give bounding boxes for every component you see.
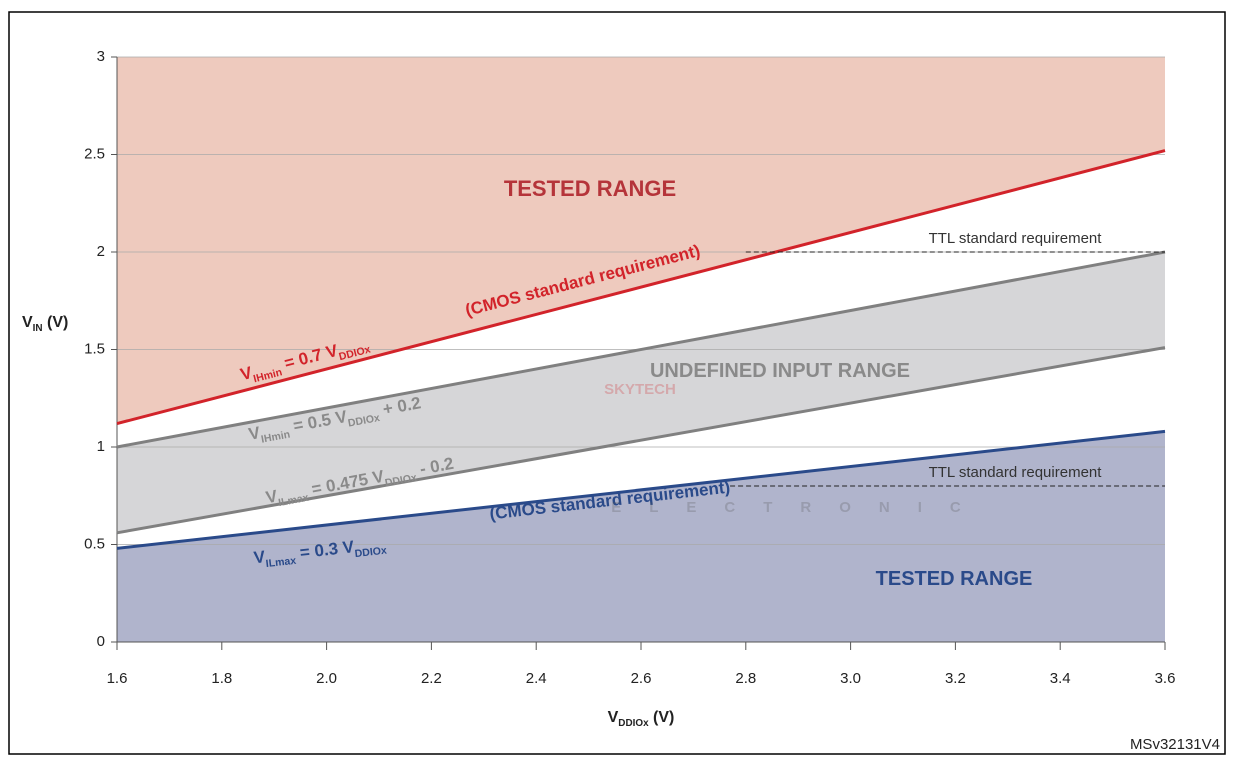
x-tick-label: 2.4 bbox=[526, 670, 547, 687]
y-tick-label: 1.5 bbox=[84, 340, 105, 357]
x-tick-label: 2.8 bbox=[735, 670, 756, 687]
watermark: ELECTRONIC bbox=[611, 499, 989, 516]
footnote: MSv32131V4 bbox=[1130, 736, 1220, 753]
annotation-part: V bbox=[247, 423, 262, 444]
x-tick-label: 2.0 bbox=[316, 670, 337, 687]
x-tick-label: 1.8 bbox=[211, 670, 232, 687]
line bbox=[116, 429, 1166, 550]
x-axis-label-part: V bbox=[608, 709, 619, 726]
y-tick-label: 2.5 bbox=[84, 145, 105, 162]
frame bbox=[8, 11, 1226, 755]
x-axis-label: VDDIOx (V) bbox=[608, 709, 675, 729]
annotation-part: DDIOx bbox=[347, 412, 381, 430]
annotation-part: TESTED RANGE bbox=[876, 568, 1033, 590]
x-axis-label-part: (V) bbox=[649, 709, 675, 726]
x-tick-label: 2.2 bbox=[421, 670, 442, 687]
y-axis-label-part: IN bbox=[33, 323, 43, 334]
annotation: UNDEFINED INPUT RANGE bbox=[650, 360, 910, 382]
watermark: SKYTECH bbox=[604, 381, 676, 398]
y-axis-label-part: (V) bbox=[43, 314, 69, 331]
annotation-part: DDIOx bbox=[384, 471, 418, 489]
annotation-part: TESTED RANGE bbox=[504, 176, 676, 201]
annotation-part: IHmin bbox=[260, 428, 291, 445]
annotation-part: V bbox=[239, 363, 255, 384]
line bbox=[116, 346, 1166, 535]
annotation-part: V bbox=[264, 487, 279, 508]
high-region bbox=[117, 57, 1165, 424]
y-tick-label: 2 bbox=[97, 243, 105, 260]
y-tick-label: 0.5 bbox=[84, 535, 105, 552]
y-axis-label: VIN (V) bbox=[22, 314, 68, 334]
annotation: TESTED RANGE bbox=[876, 568, 1033, 590]
annotation-part: UNDEFINED INPUT RANGE bbox=[650, 360, 910, 382]
y-tick-label: 1 bbox=[97, 438, 105, 455]
annotation-part: V bbox=[253, 548, 267, 568]
y-tick-label: 0 bbox=[97, 633, 105, 650]
x-tick-label: 3.0 bbox=[840, 670, 861, 687]
x-axis-label-part: DDIOx bbox=[618, 718, 649, 729]
ttl-label: TTL standard requirement bbox=[929, 230, 1103, 247]
annotation-part: ILmax bbox=[265, 555, 297, 570]
line bbox=[116, 250, 1166, 449]
annotation-part: DDIOx bbox=[354, 544, 387, 560]
annotation-part: ILmax bbox=[277, 492, 309, 509]
ttl-label: TTL standard requirement bbox=[929, 464, 1103, 481]
x-tick-label: 1.6 bbox=[107, 670, 128, 687]
undefined-region bbox=[117, 252, 1165, 533]
y-tick-label: 3 bbox=[97, 48, 105, 65]
x-tick-label: 3.4 bbox=[1050, 670, 1071, 687]
x-tick-label: 2.6 bbox=[631, 670, 652, 687]
x-tick-label: 3.6 bbox=[1155, 670, 1176, 687]
x-tick-label: 3.2 bbox=[945, 670, 966, 687]
y-axis-label-part: V bbox=[22, 314, 33, 331]
line bbox=[116, 149, 1166, 426]
low-region bbox=[117, 431, 1165, 642]
annotation: TESTED RANGE bbox=[504, 176, 676, 201]
